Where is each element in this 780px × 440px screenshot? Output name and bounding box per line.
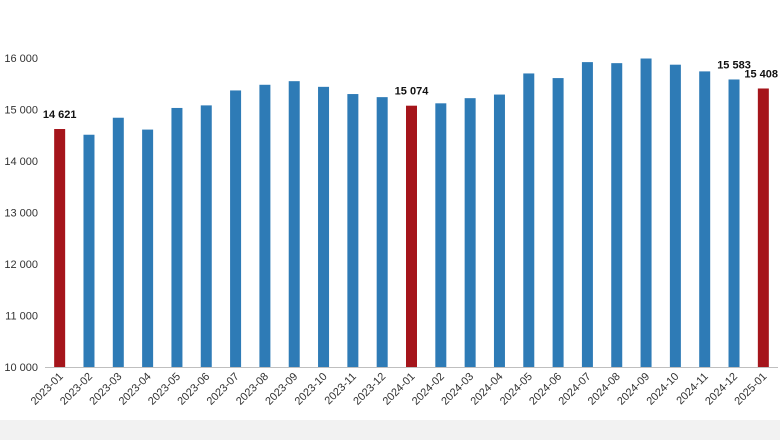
bar-2024-08: [611, 63, 623, 368]
y-axis: 10 000 11 000 12 000 13 000 14 000 15 000 16 0…: [4, 53, 38, 374]
y-tick-label: 16 000: [4, 53, 38, 65]
bar-2023-07: [230, 90, 242, 367]
bar-2023-06: [200, 105, 212, 367]
y-tick-label: 11 000: [5, 311, 38, 323]
bar-2024-10: [669, 64, 681, 367]
bar-2024-11: [699, 71, 711, 367]
bar-2023-05: [171, 107, 183, 367]
bar-2024-01: [406, 105, 417, 368]
data-label-2024-12: 15 583: [717, 59, 751, 71]
bar-2023-02: [83, 134, 95, 367]
x-tick-label: 2023-10: [293, 371, 330, 408]
bar-2024-05: [523, 73, 535, 367]
x-tick-label: 2025-01: [732, 371, 769, 408]
data-label-2023-01: 14 621: [43, 109, 77, 121]
bar-2023-04: [142, 129, 154, 367]
y-tick-label: 12 000: [4, 259, 38, 271]
footer-band: [0, 420, 780, 440]
bar-2024-03: [464, 98, 476, 368]
bar-2024-07: [581, 62, 593, 368]
data-label-2025-01: 15 408: [744, 68, 778, 80]
bar-2023-01: [54, 129, 66, 367]
bar-series: [54, 58, 769, 368]
bar-2023-10: [318, 86, 330, 367]
bar-2024-06: [552, 78, 564, 368]
y-tick-label: 15 000: [4, 105, 38, 117]
bar-2023-12: [376, 97, 388, 367]
data-label-2024-01: 15 074: [395, 86, 430, 98]
bar-2023-11: [347, 94, 359, 368]
bar-2023-09: [288, 81, 300, 368]
y-tick-label: 10 000: [4, 362, 38, 374]
bar-2024-02: [435, 103, 447, 367]
bar-2024-12: [728, 79, 740, 368]
bar-2024-04: [493, 94, 505, 367]
x-tick-label: 2024-10: [644, 371, 681, 408]
bar-2023-03: [112, 117, 124, 368]
y-tick-label: 13 000: [4, 208, 38, 220]
y-tick-label: 14 000: [4, 156, 38, 168]
x-axis: 2023-012023-022023-032023-042023-052023-…: [29, 371, 770, 408]
bar-2023-08: [259, 84, 271, 367]
bar-2025-01: [757, 88, 769, 367]
bar-2024-09: [640, 58, 652, 367]
